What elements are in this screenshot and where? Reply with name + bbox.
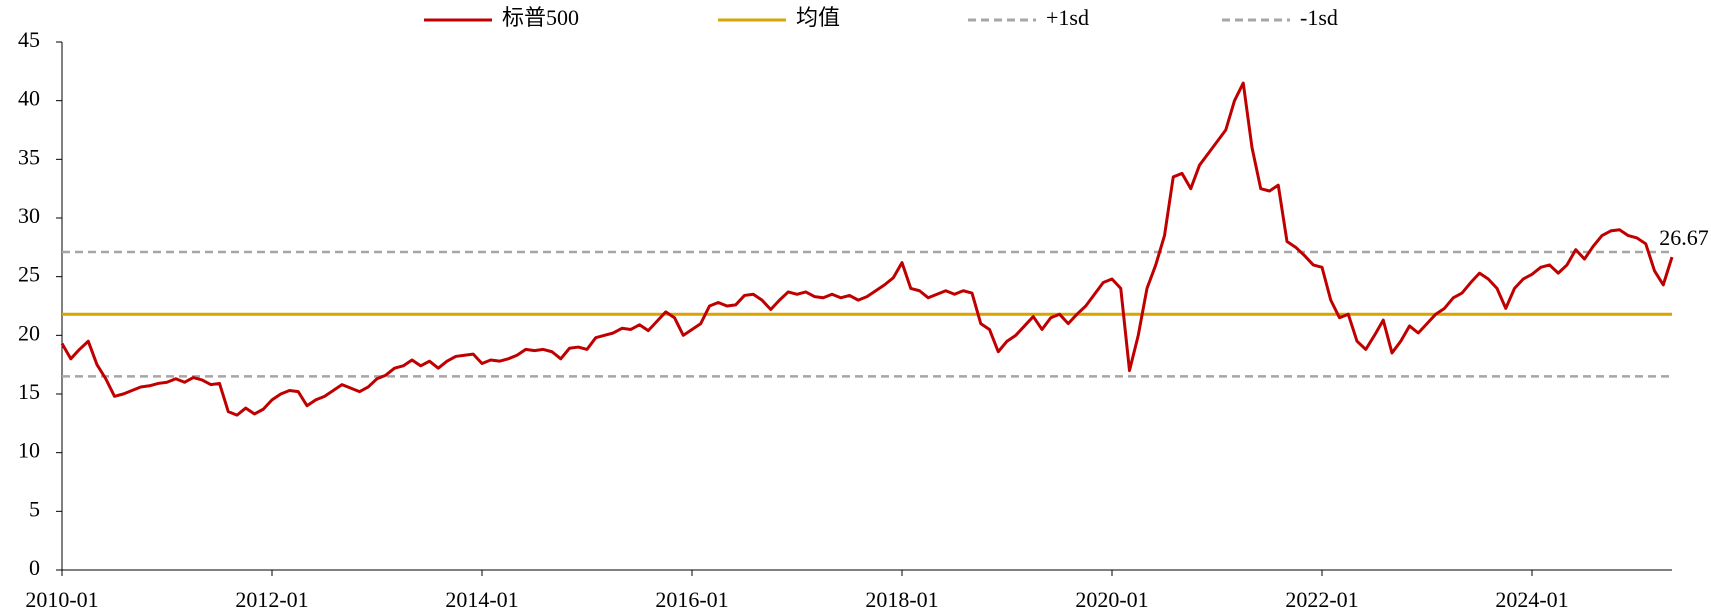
y-tick-label: 45 [18, 27, 40, 52]
y-tick-label: 25 [18, 262, 40, 287]
x-tick-label: 2020-01 [1075, 587, 1148, 612]
x-tick-label: 2014-01 [445, 587, 518, 612]
x-tick-label: 2024-01 [1495, 587, 1568, 612]
y-tick-label: 30 [18, 203, 40, 228]
y-tick-label: 40 [18, 86, 40, 111]
x-tick-label: 2012-01 [235, 587, 308, 612]
line-series [60, 81, 1674, 417]
end-label: 26.67 [1659, 225, 1709, 250]
y-tick-label: 20 [18, 320, 40, 345]
y-tick-label: 5 [29, 496, 40, 521]
y-tick-label: 0 [29, 555, 40, 580]
x-tick-label: 2016-01 [655, 587, 728, 612]
x-tick-label: 2018-01 [865, 587, 938, 612]
y-tick-label: 35 [18, 144, 40, 169]
legend-label: 均值 [796, 5, 840, 30]
legend-label: -1sd [1300, 5, 1338, 30]
x-tick-label: 2022-01 [1285, 587, 1358, 612]
legend-label: +1sd [1046, 5, 1089, 30]
y-tick-label: 15 [18, 379, 40, 404]
y-tick-label: 10 [18, 438, 40, 463]
x-tick-label: 2010-01 [25, 587, 98, 612]
legend-label: 标普500 [502, 5, 579, 30]
